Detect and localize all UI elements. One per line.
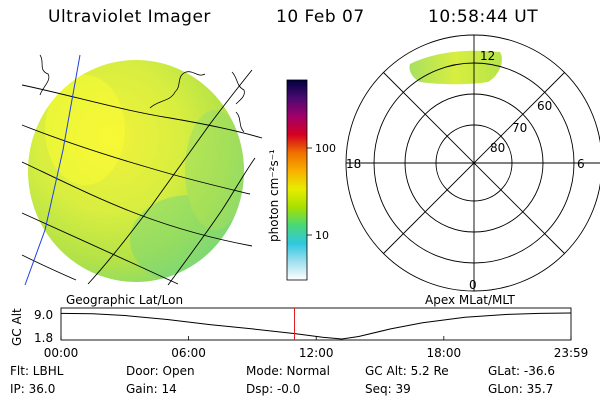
coastlines xyxy=(39,54,245,133)
lat-label-80: 80 xyxy=(490,141,505,155)
lat-label-70: 70 xyxy=(512,121,527,135)
lat-label-60: 60 xyxy=(537,99,552,113)
apex-label: Apex MLat/MLT xyxy=(425,293,515,307)
altitude-xtick-label: 06:00 xyxy=(171,346,206,360)
altitude-xtick-label: 23:59 xyxy=(554,346,589,360)
altitude-ytick-low: 1.8 xyxy=(34,331,53,345)
status-seq: Seq: 39 xyxy=(365,382,411,396)
date-label: 10 Feb 07 xyxy=(276,7,365,27)
status-door: Door: Open xyxy=(126,364,195,378)
status-mode: Mode: Normal xyxy=(246,364,330,378)
colorbar-tick-100: 100 xyxy=(315,142,336,155)
status-gc-alt: GC Alt: 5.2 Re xyxy=(365,364,449,378)
status-glat: GLat: -36.6 xyxy=(488,364,555,378)
altitude-ylabel: GC Alt xyxy=(10,308,24,346)
colorbar-tick-10: 10 xyxy=(315,229,329,242)
status-glon: GLon: 35.7 xyxy=(488,382,554,396)
terminator-line xyxy=(24,54,81,286)
altitude-panel: GC Alt 9.0 1.8 00:00 06:00 12:00 18:00 23:59 xyxy=(10,307,589,360)
polar-plot: 12 0 18 6 60 70 80 xyxy=(345,34,600,292)
instrument-title: Ultraviolet Imager xyxy=(48,7,211,27)
altitude-xtick-label: 18:00 xyxy=(427,346,462,360)
geographic-label: Geographic Lat/Lon xyxy=(66,293,183,307)
geographic-grid xyxy=(21,69,263,286)
mlt-label-0: 0 xyxy=(469,278,477,292)
status-filter: Flt: LBHL xyxy=(10,364,64,378)
status-gain: Gain: 14 xyxy=(126,382,177,396)
altitude-xtick-label: 00:00 xyxy=(44,346,79,360)
altitude-xtick-label: 12:00 xyxy=(299,346,334,360)
mlt-label-18: 18 xyxy=(346,157,361,171)
status-dsp: Dsp: -0.0 xyxy=(246,382,301,396)
auroral-image-patch xyxy=(409,50,502,85)
altitude-ytick-high: 9.0 xyxy=(34,308,53,322)
altitude-curve xyxy=(60,312,572,340)
mlt-label-12: 12 xyxy=(480,49,495,63)
time-label: 10:58:44 UT xyxy=(428,7,539,27)
status-ip: IP: 36.0 xyxy=(10,382,56,396)
earth-disk-image xyxy=(28,60,244,282)
mlt-label-6: 6 xyxy=(577,157,585,171)
colorbar xyxy=(287,80,307,280)
colorbar-unit-label: photon cm⁻²s⁻¹ xyxy=(267,149,281,242)
